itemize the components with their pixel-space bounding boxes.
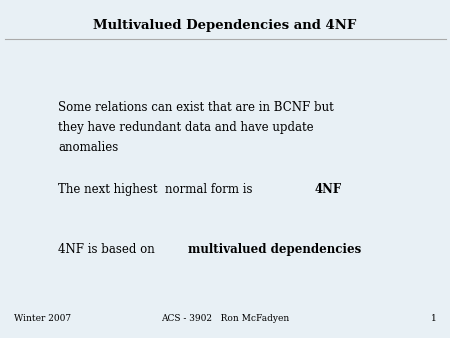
Text: anomalies: anomalies bbox=[58, 141, 119, 153]
Text: 4NF is based on: 4NF is based on bbox=[58, 243, 159, 256]
Text: Some relations can exist that are in BCNF but: Some relations can exist that are in BCN… bbox=[58, 101, 334, 114]
Text: 4NF: 4NF bbox=[314, 183, 342, 195]
Text: Winter 2007: Winter 2007 bbox=[14, 314, 71, 323]
Text: Multivalued Dependencies and 4NF: Multivalued Dependencies and 4NF bbox=[94, 19, 356, 31]
Text: they have redundant data and have update: they have redundant data and have update bbox=[58, 121, 314, 134]
Text: multivalued dependencies: multivalued dependencies bbox=[188, 243, 361, 256]
Text: The next highest  normal form is: The next highest normal form is bbox=[58, 183, 257, 195]
Text: 1: 1 bbox=[431, 314, 436, 323]
Text: ACS - 3902   Ron McFadyen: ACS - 3902 Ron McFadyen bbox=[161, 314, 289, 323]
